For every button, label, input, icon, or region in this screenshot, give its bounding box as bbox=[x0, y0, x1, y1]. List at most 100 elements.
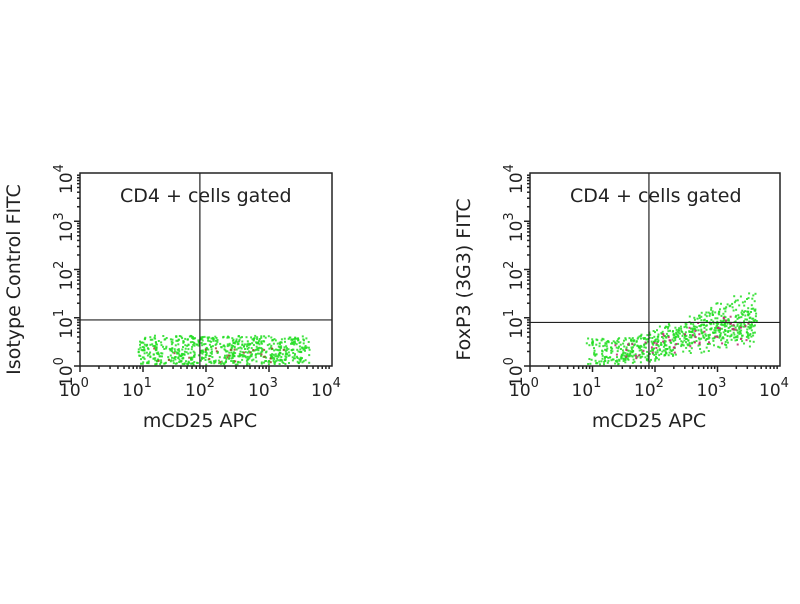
data-point bbox=[720, 327, 723, 330]
data-point bbox=[754, 318, 757, 321]
data-point bbox=[151, 343, 154, 346]
data-point bbox=[740, 322, 743, 325]
data-point bbox=[233, 360, 236, 362]
data-point bbox=[627, 349, 630, 352]
data-point bbox=[732, 324, 735, 327]
data-point bbox=[146, 362, 149, 364]
data-point bbox=[210, 348, 213, 351]
data-point bbox=[238, 353, 241, 355]
data-point bbox=[274, 355, 277, 358]
data-point bbox=[693, 316, 696, 319]
data-point bbox=[192, 350, 195, 353]
data-point bbox=[738, 326, 741, 329]
data-point bbox=[294, 353, 296, 356]
data-point bbox=[239, 361, 242, 364]
data-point bbox=[239, 350, 242, 353]
data-point bbox=[614, 360, 617, 362]
data-point bbox=[207, 337, 210, 340]
data-point bbox=[267, 363, 270, 366]
data-point bbox=[735, 308, 738, 311]
data-point bbox=[257, 352, 259, 355]
data-point bbox=[211, 345, 214, 348]
data-point bbox=[191, 345, 194, 348]
data-point bbox=[268, 360, 270, 362]
data-point bbox=[748, 312, 751, 315]
data-point bbox=[721, 337, 724, 340]
data-point bbox=[201, 336, 204, 339]
data-point bbox=[646, 354, 649, 357]
data-point bbox=[247, 358, 250, 361]
data-point bbox=[660, 353, 663, 355]
data-point bbox=[212, 360, 215, 363]
data-point bbox=[255, 348, 257, 351]
data-point bbox=[655, 353, 658, 356]
data-point bbox=[698, 314, 701, 317]
data-point bbox=[268, 347, 271, 350]
data-point bbox=[684, 331, 687, 334]
data-point bbox=[229, 348, 232, 351]
data-point bbox=[149, 351, 152, 354]
data-point bbox=[750, 307, 753, 310]
data-point bbox=[727, 327, 730, 329]
data-point bbox=[744, 300, 746, 303]
data-point bbox=[210, 362, 213, 365]
data-point bbox=[218, 356, 221, 359]
data-point bbox=[598, 345, 601, 348]
data-point bbox=[189, 351, 192, 354]
data-point bbox=[598, 360, 601, 363]
data-point bbox=[718, 336, 721, 339]
data-point bbox=[624, 361, 627, 364]
data-point bbox=[252, 344, 255, 346]
data-point bbox=[174, 362, 177, 365]
x-axis-label: mCD25 APC bbox=[592, 410, 706, 432]
data-point bbox=[594, 354, 597, 357]
data-point bbox=[708, 314, 711, 317]
data-point bbox=[214, 359, 217, 362]
data-point bbox=[691, 331, 694, 334]
data-point bbox=[626, 354, 629, 357]
data-point bbox=[233, 345, 236, 348]
data-point bbox=[232, 341, 235, 344]
data-point bbox=[277, 355, 280, 358]
data-point bbox=[632, 350, 635, 353]
data-point bbox=[272, 356, 275, 359]
plot-title: CD4 + cells gated bbox=[570, 185, 742, 207]
data-point bbox=[708, 336, 711, 339]
data-point bbox=[614, 342, 617, 345]
data-point bbox=[191, 358, 194, 361]
data-point bbox=[723, 315, 726, 318]
data-point bbox=[204, 348, 207, 351]
data-point bbox=[269, 353, 272, 356]
data-point bbox=[192, 363, 195, 366]
data-point bbox=[284, 363, 287, 365]
data-point bbox=[273, 338, 276, 341]
data-point bbox=[649, 333, 652, 336]
data-point bbox=[226, 345, 229, 348]
data-point bbox=[208, 354, 211, 357]
data-point bbox=[646, 338, 649, 341]
data-point bbox=[153, 344, 156, 347]
data-point bbox=[308, 361, 311, 364]
data-point bbox=[301, 361, 304, 364]
data-point bbox=[669, 341, 672, 344]
data-point bbox=[209, 355, 212, 357]
data-point bbox=[726, 335, 729, 337]
data-point bbox=[654, 359, 657, 362]
y-tick-label: 104 bbox=[502, 164, 527, 194]
data-point bbox=[591, 340, 594, 343]
data-point bbox=[719, 319, 722, 322]
data-point bbox=[220, 346, 223, 349]
data-point bbox=[141, 349, 144, 352]
data-point bbox=[727, 329, 730, 332]
data-point bbox=[177, 352, 180, 355]
data-point bbox=[754, 308, 757, 311]
data-point bbox=[641, 355, 644, 358]
data-point bbox=[747, 310, 750, 313]
data-point bbox=[202, 357, 205, 360]
data-point bbox=[650, 340, 653, 343]
data-point bbox=[261, 347, 264, 350]
data-point bbox=[650, 358, 652, 361]
data-point bbox=[170, 359, 173, 362]
data-point bbox=[753, 300, 756, 303]
data-point bbox=[750, 311, 752, 313]
